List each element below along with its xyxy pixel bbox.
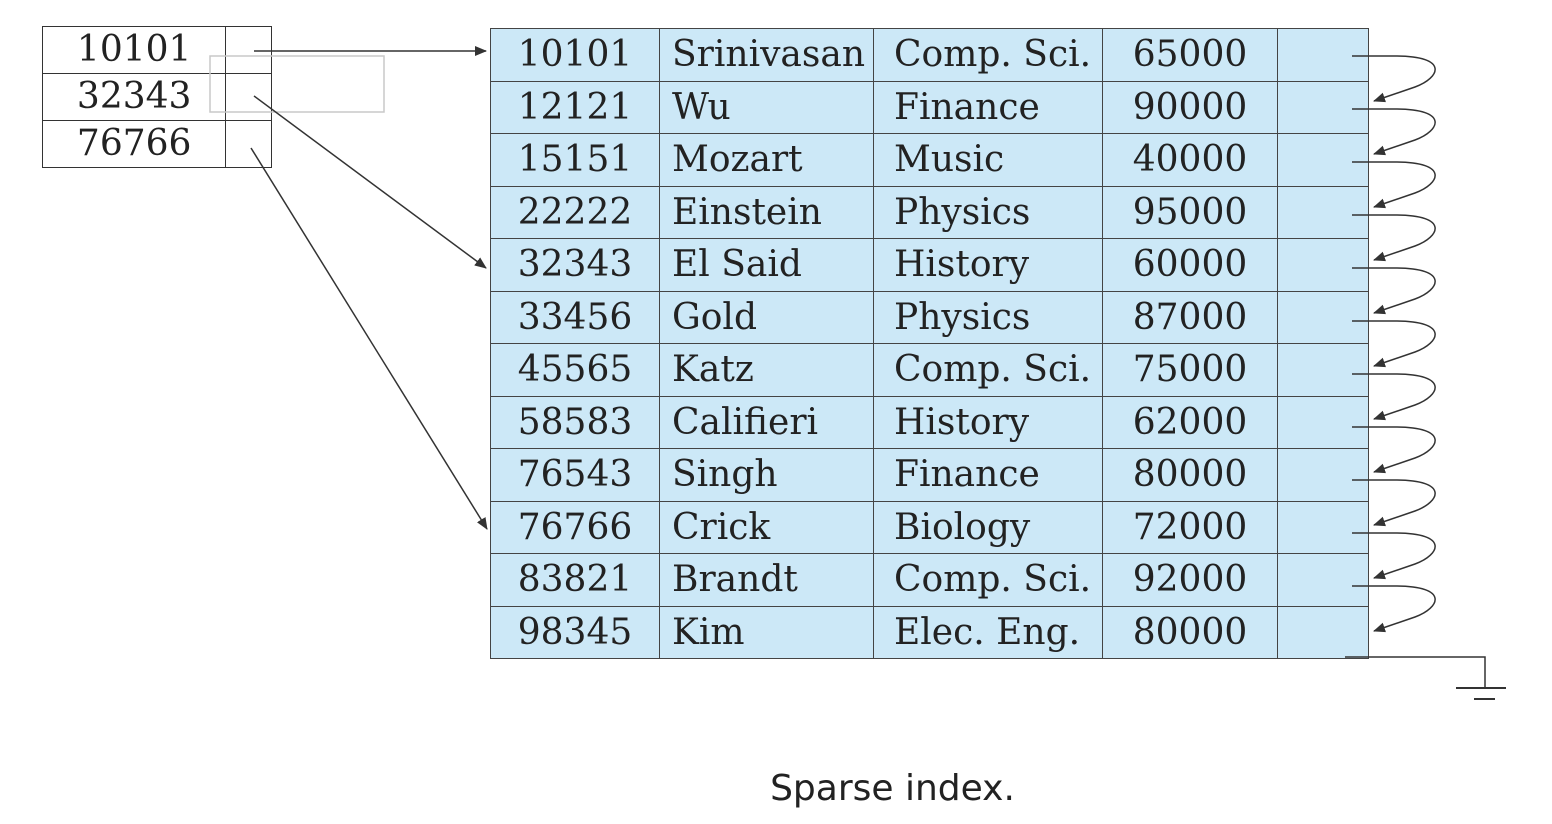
record-id: 45565 [490,343,660,397]
record-salary: 75000 [1102,343,1278,397]
record-dept: Elec. Eng. [873,605,1103,659]
record-name: Mozart [659,133,874,187]
record-chain-arrow [1352,532,1436,580]
index-entry: 76766 [41,120,272,168]
record-dept: Finance [873,448,1103,502]
record-id: 83821 [490,553,660,607]
index-pointer [225,120,272,168]
record-id: 76543 [490,448,660,502]
record-name: Gold [659,290,874,344]
figure-caption: Sparse index. [770,768,1015,809]
record-pointer [1277,343,1369,397]
record-row: 32343 El Said History 60000 [490,238,1369,292]
record-dept: Biology [873,500,1103,554]
record-pointer [1277,605,1369,659]
record-dept: History [873,238,1103,292]
record-chain-arrow [1352,426,1436,474]
record-name: Brandt [659,553,874,607]
record-dept: History [873,395,1103,449]
null-pointer-line [1345,656,1486,687]
record-name: El Said [659,238,874,292]
record-id: 32343 [490,238,660,292]
record-id: 98345 [490,605,660,659]
record-row: 22222 Einstein Physics 95000 [490,185,1369,239]
record-pointer [1277,80,1369,134]
record-chain-arrow [1352,55,1436,103]
index-pointer [225,73,272,121]
record-id: 15151 [490,133,660,187]
record-name: Wu [659,80,874,134]
record-dept: Comp. Sci. [873,28,1103,82]
record-name: Califieri [659,395,874,449]
record-chain-arrow [1352,267,1436,315]
record-salary: 80000 [1102,448,1278,502]
record-chain-arrow [1352,479,1436,527]
record-chain-arrows [1352,55,1436,633]
record-dept: Physics [873,290,1103,344]
record-salary: 65000 [1102,28,1278,82]
record-row: 83821 Brandt Comp. Sci. 92000 [490,553,1369,607]
record-id: 22222 [490,185,660,239]
record-pointer [1277,238,1369,292]
record-row: 45565 Katz Comp. Sci. 75000 [490,343,1369,397]
record-dept: Comp. Sci. [873,343,1103,397]
record-chain-arrow [1352,108,1436,156]
data-file-table: 10101 Srinivasan Comp. Sci. 65000 12121 Wu Fi… [490,28,1369,659]
record-row: 15151 Mozart Music 40000 [490,133,1369,187]
record-salary: 87000 [1102,290,1278,344]
record-salary: 40000 [1102,133,1278,187]
index-arrow-76766 [250,147,488,530]
record-row: 12121 Wu Finance 90000 [490,80,1369,134]
record-id: 33456 [490,290,660,344]
record-chain-arrow [1352,161,1436,209]
record-chain-arrow [1352,585,1436,633]
index-key: 10101 [41,26,227,74]
record-name: Kim [659,605,874,659]
record-name: Crick [659,500,874,554]
record-salary: 90000 [1102,80,1278,134]
selection-box [209,55,385,113]
index-key: 76766 [41,120,227,168]
index-pointer [225,26,272,74]
record-dept: Finance [873,80,1103,134]
index-entry: 10101 [41,26,272,74]
record-row: 76766 Crick Biology 72000 [490,500,1369,554]
record-pointer [1277,290,1369,344]
record-dept: Comp. Sci. [873,553,1103,607]
record-dept: Music [873,133,1103,187]
record-chain-arrow [1352,214,1436,262]
record-row: 33456 Gold Physics 87000 [490,290,1369,344]
index-arrow-32343 [253,95,487,269]
record-row: 76543 Singh Finance 80000 [490,448,1369,502]
record-salary: 92000 [1102,553,1278,607]
record-salary: 72000 [1102,500,1278,554]
record-pointer [1277,133,1369,187]
index-table: 10101 32343 76766 [41,26,272,168]
record-row: 98345 Kim Elec. Eng. 80000 [490,605,1369,659]
record-name: Srinivasan [659,28,874,82]
record-pointer [1277,500,1369,554]
record-salary: 60000 [1102,238,1278,292]
record-name: Singh [659,448,874,502]
record-row: 58583 Califieri History 62000 [490,395,1369,449]
record-chain-arrow [1352,373,1436,421]
record-pointer [1277,395,1369,449]
record-id: 76766 [490,500,660,554]
record-chain-arrow [1352,320,1436,368]
record-id: 58583 [490,395,660,449]
